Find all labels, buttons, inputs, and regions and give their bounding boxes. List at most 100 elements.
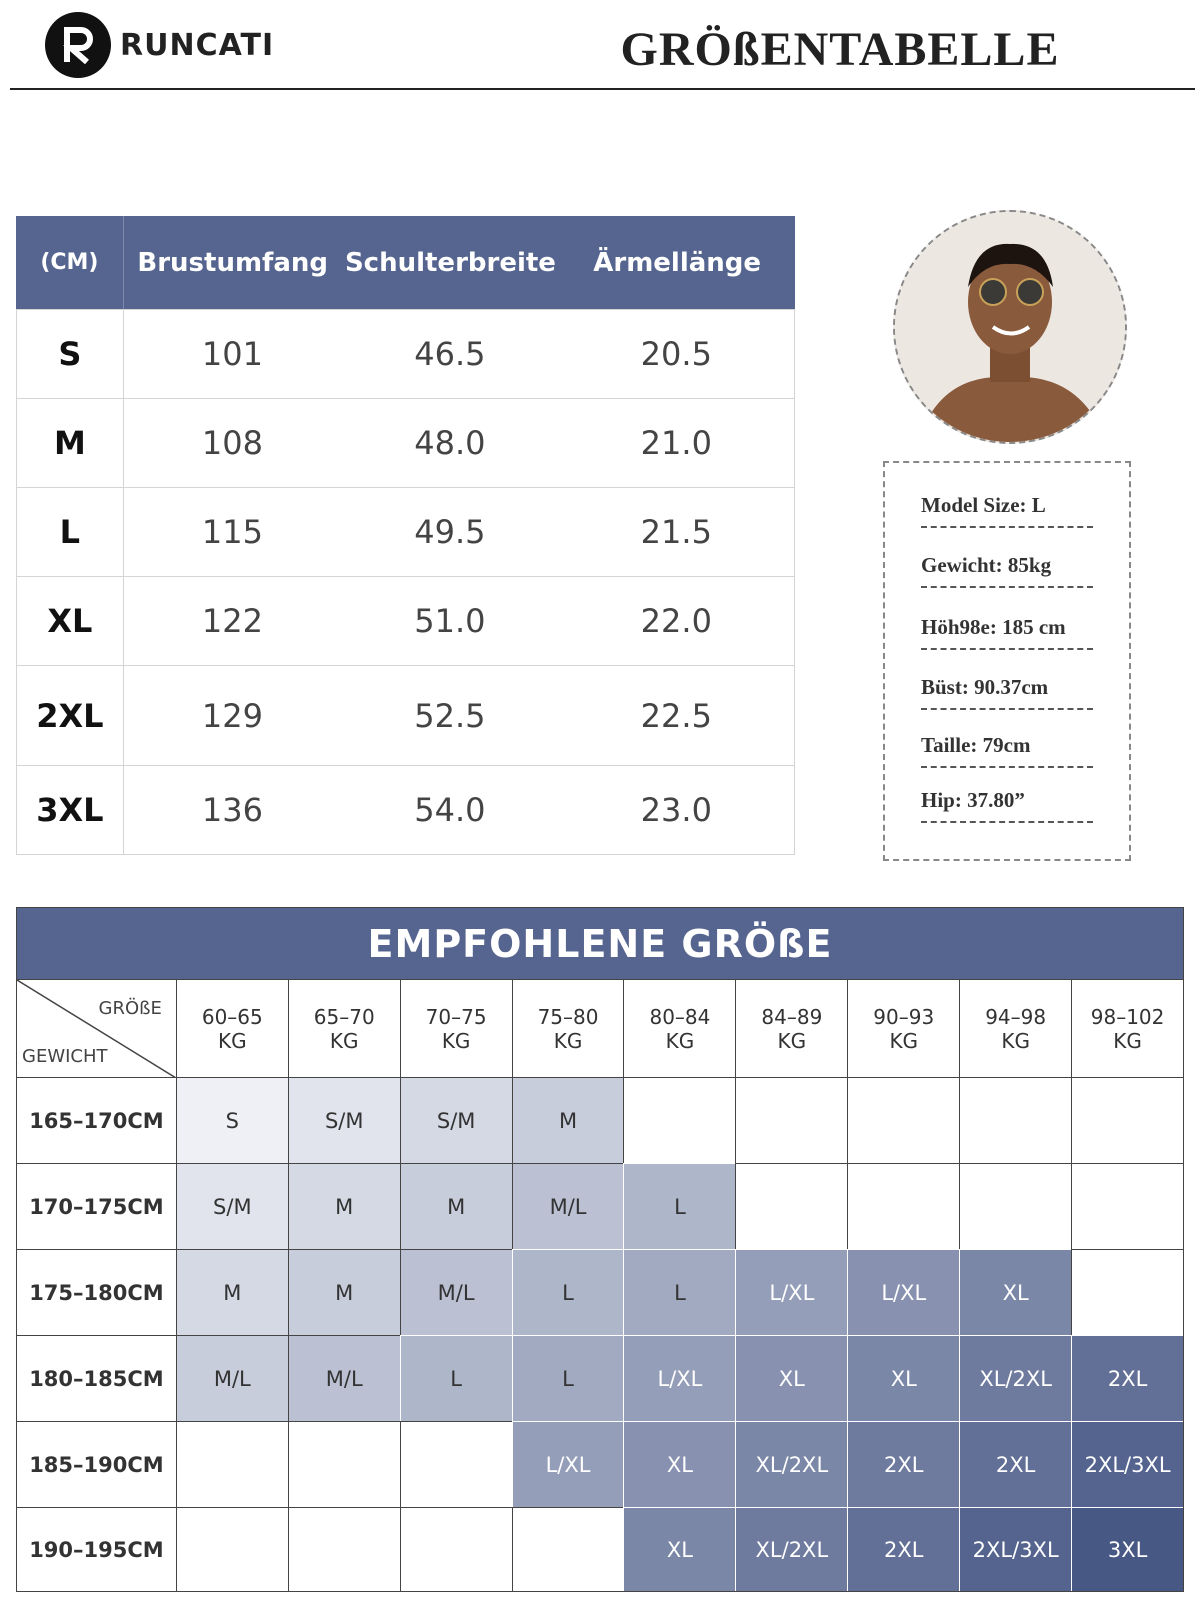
- info-item: Model Size: L: [921, 493, 1093, 528]
- table-row: L 115 49.5 21.5: [16, 488, 795, 577]
- column-header: 98–102 KG: [1071, 979, 1184, 1077]
- column-header: (CM): [16, 216, 124, 309]
- height-range: 180–185CM: [17, 1335, 176, 1421]
- size-cell: L/XL: [735, 1249, 848, 1335]
- size-cell: [1071, 1249, 1184, 1335]
- size-cell: 2XL: [847, 1507, 960, 1591]
- size-cell: M/L: [287, 1335, 400, 1421]
- height-range: 190–195CM: [17, 1507, 176, 1591]
- size-cell: L: [399, 1335, 512, 1421]
- table-row: 190–195CM XL XL/2XL 2XL 2XL/3XL 3XL: [17, 1507, 1184, 1591]
- size-cell: 2XL: [959, 1421, 1072, 1507]
- size-cell: XL/2XL: [735, 1507, 848, 1591]
- height-range: 170–175CM: [17, 1163, 176, 1249]
- size-cell: [847, 1077, 960, 1163]
- weight-unit: KG: [218, 1028, 247, 1053]
- weight-unit: KG: [777, 1028, 807, 1053]
- size-label: M: [17, 399, 124, 487]
- column-header: 60–65 KG: [175, 979, 288, 1077]
- divider: [10, 88, 1195, 90]
- size-label: 2XL: [17, 666, 124, 765]
- weight-unit: KG: [553, 1028, 583, 1053]
- size-cell: [1071, 1163, 1184, 1249]
- measurement: 54.0: [414, 791, 486, 829]
- size-cell: XL/2XL: [959, 1335, 1072, 1421]
- measurement: 136: [201, 791, 263, 829]
- corner-bottom: GEWICHT: [22, 1046, 108, 1067]
- weight-unit: KG: [441, 1028, 471, 1053]
- table-row: 185–190CM L/XL XL XL/2XL 2XL 2XL 2XL/3XL: [17, 1421, 1184, 1507]
- size-cell: 2XL/3XL: [1071, 1421, 1184, 1507]
- measurement: 52.5: [414, 696, 486, 735]
- size-cell: [287, 1507, 400, 1591]
- size-cell: XL/2XL: [735, 1421, 848, 1507]
- size-cell: L: [511, 1249, 624, 1335]
- size-cell: L: [623, 1163, 736, 1249]
- table-header: GRÖßE GEWICHT 60–65 KG 65–70 KG 70–75 KG 75–80 KG…: [17, 979, 1184, 1078]
- size-label: XL: [17, 577, 124, 665]
- size-cell: [735, 1163, 848, 1249]
- weight-range: 65–70: [313, 1004, 375, 1029]
- column-header: 70–75 KG: [399, 979, 512, 1077]
- size-cell: M/L: [399, 1249, 512, 1335]
- model-photo: [893, 210, 1127, 444]
- size-cell: [623, 1077, 736, 1163]
- table-row: 3XL 136 54.0 23.0: [16, 766, 795, 855]
- column-header: 80–84 KG: [623, 979, 736, 1077]
- size-cell: [959, 1077, 1072, 1163]
- model-info: Model Size: L Gewicht: 85kg Höh98e: 185 cm…: [883, 461, 1131, 861]
- size-cell: L/XL: [623, 1335, 736, 1421]
- weight-unit: KG: [1001, 1028, 1030, 1053]
- info-item: Hip: 37.80”: [921, 788, 1093, 823]
- weight-range: 94–98: [985, 1004, 1047, 1029]
- size-cell: M: [287, 1163, 400, 1249]
- corner-cell: GRÖßE GEWICHT: [17, 979, 176, 1078]
- table-row: S 101 46.5 20.5: [16, 310, 795, 399]
- measurement: 22.5: [640, 696, 712, 735]
- height-range: 165–170CM: [17, 1077, 176, 1163]
- weight-range: 70–75: [425, 1004, 487, 1029]
- size-cell: L: [511, 1335, 624, 1421]
- size-cell: M/L: [511, 1163, 624, 1249]
- table-row: M 108 48.0 21.0: [16, 399, 795, 488]
- size-label: S: [17, 310, 124, 398]
- size-cell: [175, 1421, 288, 1507]
- size-cell: XL: [623, 1421, 736, 1507]
- weight-unit: KG: [329, 1028, 359, 1053]
- table-row: 175–180CM M M M/L L L L/XL L/XL XL: [17, 1249, 1184, 1335]
- size-cell: [399, 1507, 512, 1591]
- table-row: 180–185CM M/L M/L L L L/XL XL XL XL/2XL 2XL: [17, 1335, 1184, 1421]
- measurement: 51.0: [414, 602, 486, 640]
- info-item: Taille: 79cm: [921, 733, 1093, 768]
- column-header: 75–80 KG: [511, 979, 624, 1077]
- weight-unit: KG: [889, 1028, 919, 1053]
- size-cell: S/M: [175, 1163, 288, 1249]
- weight-range: 75–80: [537, 1004, 599, 1029]
- size-cell: 2XL/3XL: [959, 1507, 1072, 1591]
- size-cell: [287, 1421, 400, 1507]
- size-cell: M: [287, 1249, 400, 1335]
- recommendation-table: EMPFOHLENE GRÖßE GRÖßE GEWICHT 60–65 KG 65–7…: [16, 907, 1184, 1592]
- size-cell: XL: [959, 1249, 1072, 1335]
- table-header: (CM) Brustumfang Schulterbreite Ärmellänge: [16, 216, 795, 310]
- weight-range: 98–102: [1090, 1004, 1165, 1029]
- measurement: 22.0: [640, 602, 712, 640]
- size-cell: [511, 1507, 624, 1591]
- size-cell: 2XL: [1071, 1335, 1184, 1421]
- column-header: 65–70 KG: [287, 979, 400, 1077]
- size-cell: M: [399, 1163, 512, 1249]
- size-cell: S: [175, 1077, 288, 1163]
- table-row: 165–170CM S S/M S/M M: [17, 1077, 1184, 1163]
- measurement: 21.5: [640, 513, 712, 551]
- measurement: 122: [201, 602, 263, 640]
- measurement: 48.0: [414, 424, 486, 462]
- column-header: 90–93 KG: [847, 979, 960, 1077]
- corner-top: GRÖßE: [98, 998, 162, 1019]
- size-label: 3XL: [17, 766, 124, 854]
- size-cell: M: [175, 1249, 288, 1335]
- measurement: 108: [201, 424, 263, 462]
- size-cell: L/XL: [847, 1249, 960, 1335]
- size-cell: [175, 1507, 288, 1591]
- page-title: GRÖßENTABELLE: [620, 23, 1060, 76]
